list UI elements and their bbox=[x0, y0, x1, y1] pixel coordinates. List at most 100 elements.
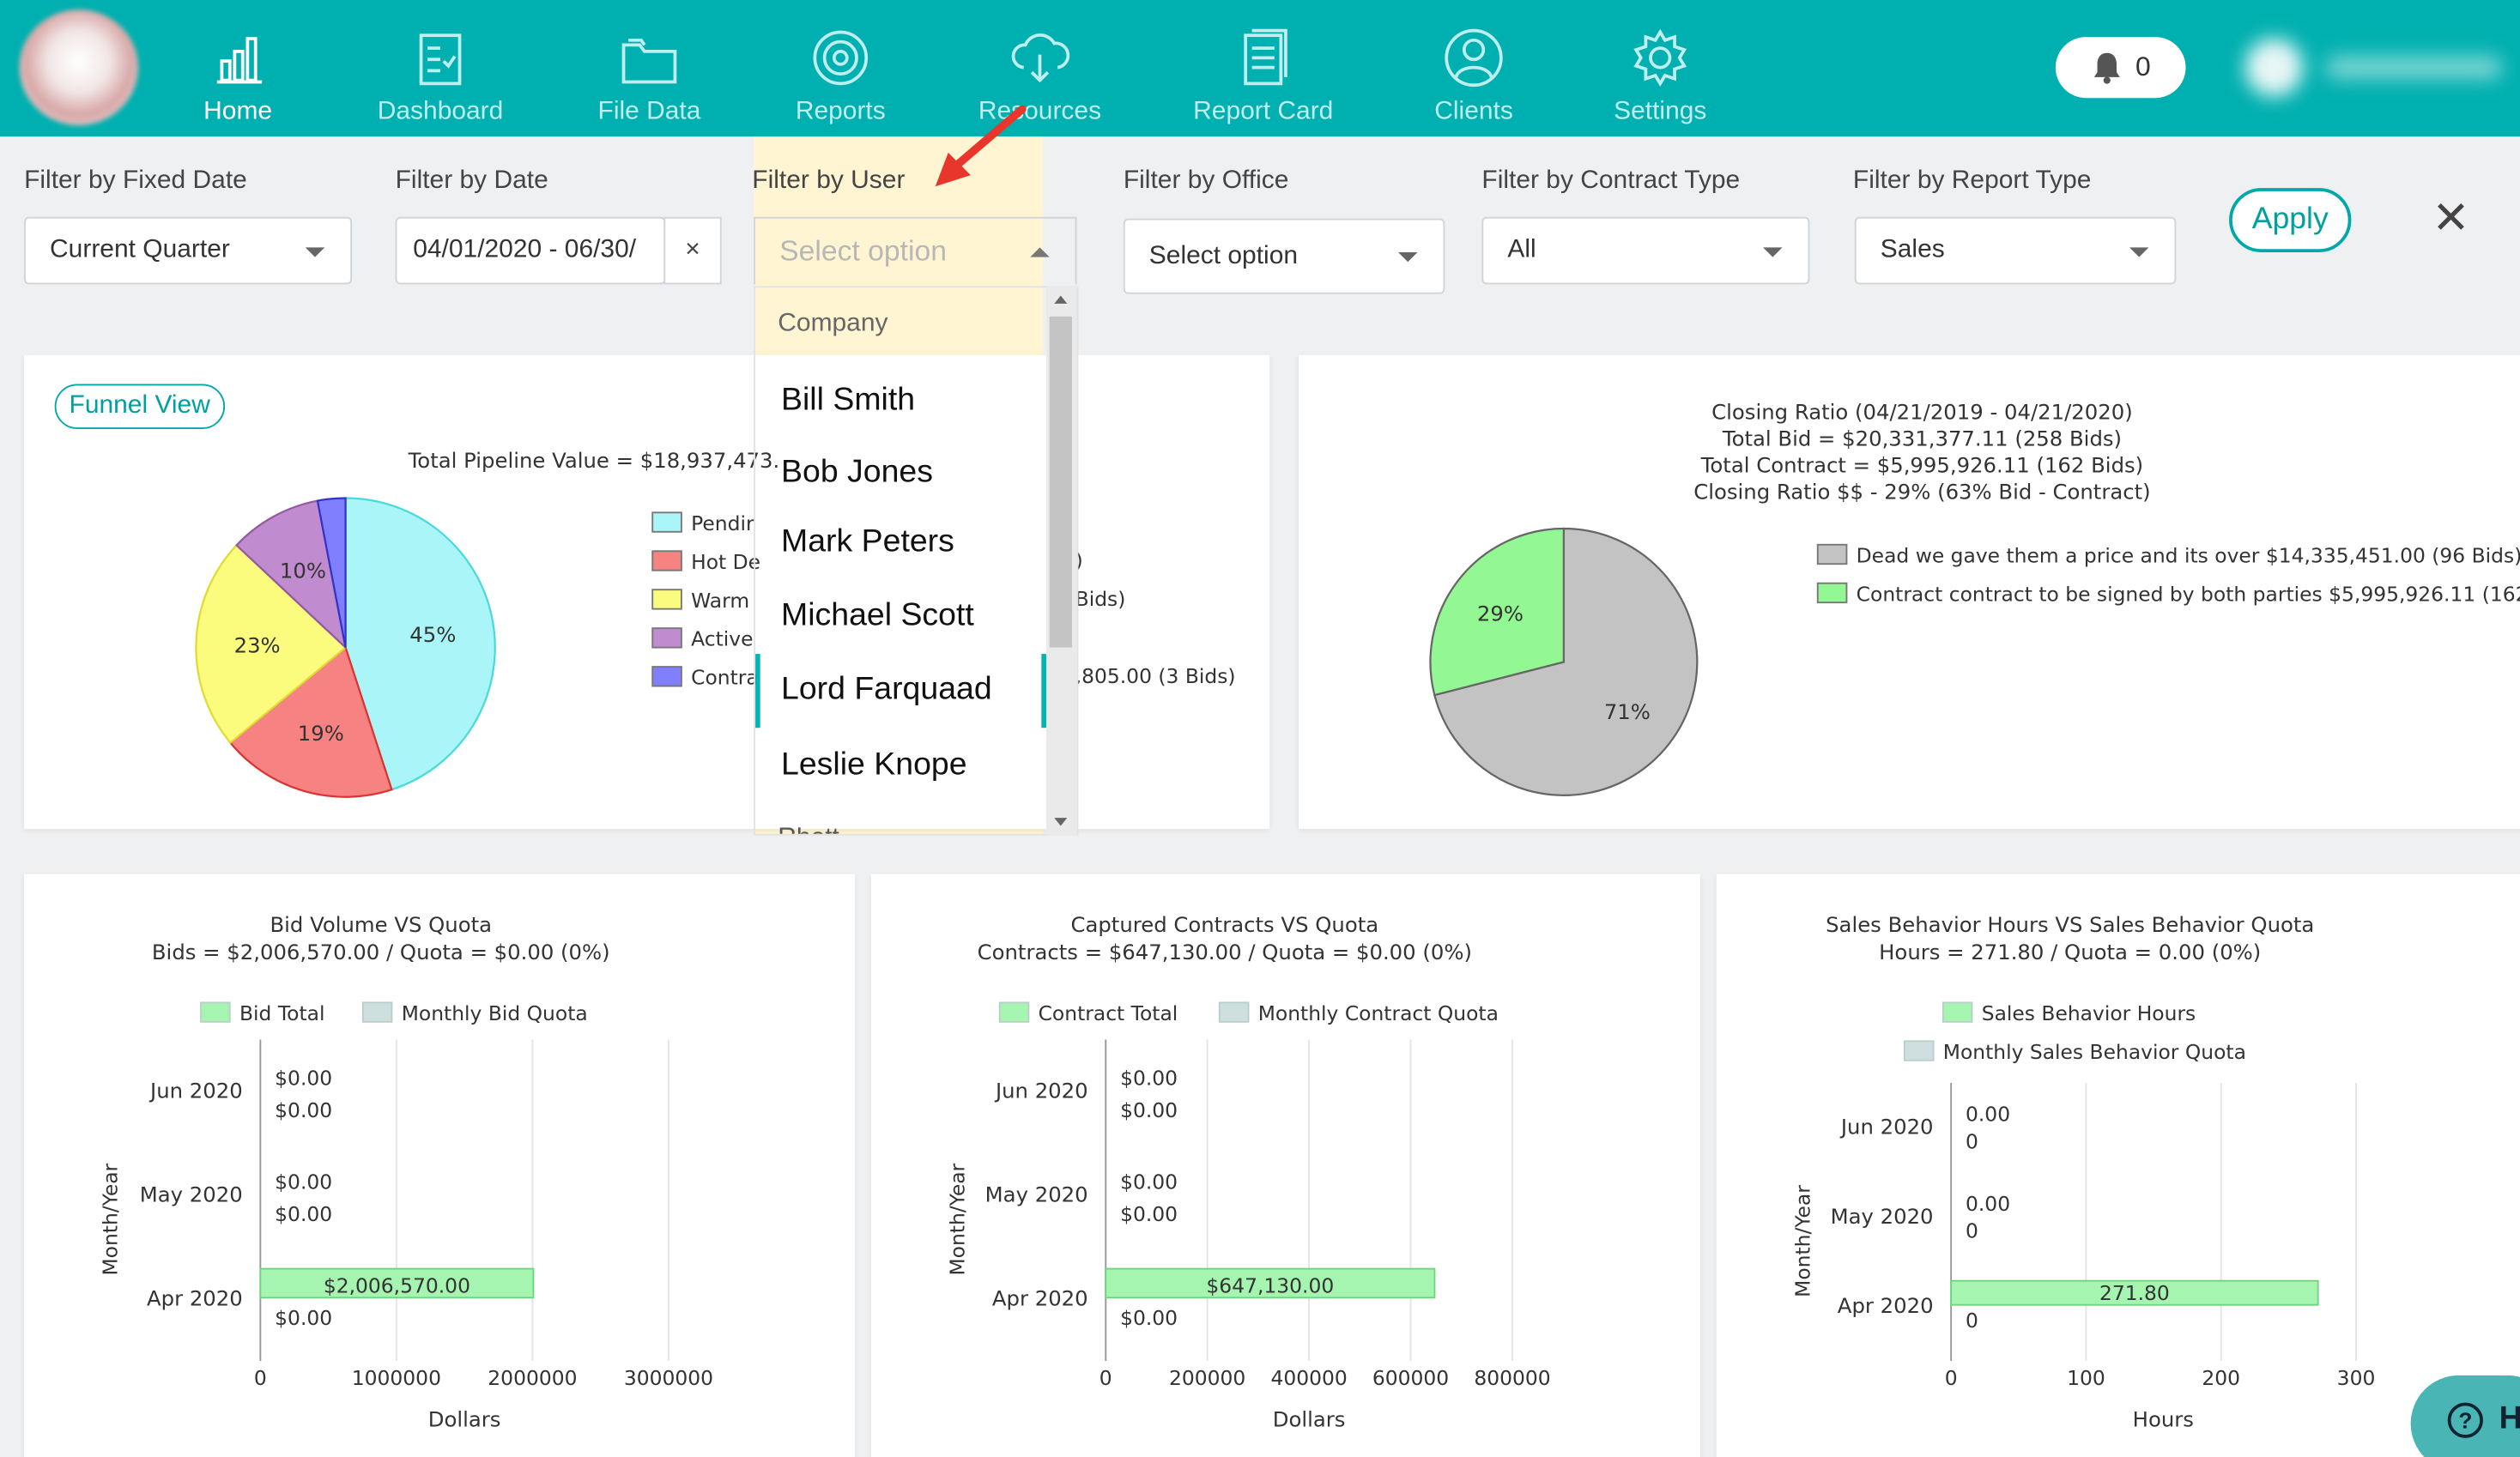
filter-user-select[interactable]: Select option bbox=[754, 216, 1077, 285]
nav-home[interactable]: Home bbox=[190, 0, 286, 136]
bar-value-label: 0 bbox=[1966, 1309, 1978, 1333]
y-category-label: Jun 2020 bbox=[148, 1079, 243, 1103]
x-tick-label: 600000 bbox=[1372, 1366, 1449, 1390]
legend-swatch bbox=[1218, 1001, 1250, 1023]
apply-button[interactable]: Apply bbox=[2229, 188, 2352, 252]
bar-value-label: $0.00 bbox=[1120, 1202, 1178, 1226]
legend-label: Sales Behavior Hours bbox=[1982, 1001, 2196, 1025]
closing-slice[interactable] bbox=[1429, 527, 1566, 697]
dropdown-option[interactable]: Bill Smith bbox=[781, 382, 916, 418]
x-tick-label: 0 bbox=[1099, 1366, 1112, 1390]
bar-chart-subtitle: Hours = 271.80 / Quota = 0.00 (0%) bbox=[1879, 940, 2261, 964]
nav-file-data[interactable]: File Data bbox=[595, 0, 704, 136]
closing-slice[interactable] bbox=[1433, 527, 1699, 796]
bar-chart-icon bbox=[216, 37, 263, 84]
scroll-down-arrow-icon[interactable] bbox=[1054, 818, 1068, 826]
nav-settings-label: Settings bbox=[1614, 98, 1707, 126]
dropdown-option[interactable]: Bob Jones bbox=[781, 454, 933, 491]
legend-swatch bbox=[1816, 582, 1848, 604]
nav-dashboard[interactable]: Dashboard bbox=[374, 0, 506, 136]
bar-value-label: $0.00 bbox=[275, 1098, 332, 1122]
filter-contract-type-select[interactable]: All bbox=[1481, 216, 1810, 285]
close-icon: × bbox=[685, 236, 700, 264]
dropdown-option[interactable]: Michael Scott bbox=[781, 597, 974, 633]
y-axis-title: Month/Year bbox=[1790, 1185, 1814, 1297]
closing-title-line: Closing Ratio (04/21/2019 - 04/21/2020) bbox=[1711, 400, 2133, 425]
bar-value-label: $0.00 bbox=[1120, 1306, 1178, 1330]
legend-label: Contract Total bbox=[1039, 1001, 1178, 1025]
funnel-slice[interactable] bbox=[195, 543, 348, 745]
funnel-slice[interactable] bbox=[344, 497, 496, 791]
scroll-up-arrow-icon[interactable] bbox=[1054, 295, 1068, 304]
dropdown-option-cutoff[interactable]: Rhett Jones bbox=[778, 827, 874, 833]
scrollbar-thumb[interactable] bbox=[1049, 316, 1072, 648]
closing-title-line: Closing Ratio $$ - 29% (63% Bid - Contra… bbox=[1693, 479, 2150, 504]
nav-report-card[interactable]: Report Card bbox=[1190, 0, 1336, 136]
filter-fixed-date-select[interactable]: Current Quarter bbox=[24, 216, 353, 285]
legend-label: Contra bbox=[691, 666, 759, 690]
dropdown-option[interactable]: Mark Peters bbox=[781, 523, 954, 559]
bar-value-label: $0.00 bbox=[1120, 1170, 1178, 1194]
legend-label: Bid Total bbox=[239, 1001, 324, 1025]
legend-swatch bbox=[1903, 1040, 1935, 1061]
nav-report-card-label: Report Card bbox=[1193, 98, 1334, 126]
legend-label: Pendir bbox=[691, 511, 754, 535]
bar-chart-title: Bid Volume VS Quota bbox=[270, 912, 492, 937]
legend-fragment: ) bbox=[1075, 548, 1083, 572]
funnel-pie-chart: Total Pipeline Value = $18,937,473. 45% 19… bbox=[195, 448, 1236, 798]
bar[interactable] bbox=[1105, 1267, 1436, 1299]
bar-chart-subtitle: Bids = $2,006,570.00 / Quota = $0.00 (0%… bbox=[152, 940, 610, 964]
legend-label: Monthly Bid Quota bbox=[402, 1001, 588, 1025]
x-tick-label: 0 bbox=[1945, 1366, 1958, 1390]
legend-fragment: ,805.00 (3 Bids) bbox=[1075, 664, 1236, 688]
nav-reports[interactable]: Reports bbox=[791, 0, 890, 136]
funnel-slice[interactable] bbox=[228, 645, 393, 798]
bar-chart-title: Sales Behavior Hours VS Sales Behavior Q… bbox=[1826, 912, 2314, 937]
top-nav: Home Dashboard File Data Reports Resourc… bbox=[0, 0, 2520, 137]
close-filters-button[interactable]: ✕ bbox=[2426, 190, 2475, 245]
filter-office-select[interactable]: Select option bbox=[1123, 218, 1445, 294]
bar[interactable] bbox=[259, 1267, 535, 1299]
funnel-slice-label: 19% bbox=[298, 721, 344, 746]
bar-chart-title: Captured Contracts VS Quota bbox=[1070, 912, 1378, 937]
bar-chart-subtitle: Contracts = $647,130.00 / Quota = $0.00 … bbox=[978, 940, 1472, 964]
chevron-down-icon bbox=[2129, 247, 2149, 257]
notification-count: 0 bbox=[2135, 51, 2151, 82]
filter-contract-type-label: Filter by Contract Type bbox=[1481, 166, 1741, 195]
notifications-button[interactable]: 0 bbox=[2055, 37, 2186, 99]
clipboard-check-icon bbox=[419, 33, 462, 86]
x-tick-label: 800000 bbox=[1474, 1366, 1550, 1390]
nav-clients[interactable]: Clients bbox=[1426, 0, 1522, 136]
dropdown-scrollbar[interactable] bbox=[1045, 286, 1077, 836]
bid-volume-bar-chart: Bid Volume VS Quota Bids = $2,006,570.00 … bbox=[99, 912, 713, 1432]
nav-resources[interactable]: Resources bbox=[977, 0, 1102, 136]
filter-fixed-date-value: Current Quarter bbox=[50, 236, 230, 264]
filter-date-input[interactable]: 04/01/2020 - 06/30/ bbox=[395, 216, 666, 285]
bar-value-label: 271.80 bbox=[2099, 1281, 2170, 1305]
dropdown-option[interactable]: Leslie Knope bbox=[781, 747, 967, 783]
bar[interactable] bbox=[1950, 1279, 2319, 1306]
y-category-label: Jun 2020 bbox=[994, 1079, 1088, 1103]
company-logo[interactable] bbox=[19, 9, 139, 126]
filter-report-type-select[interactable]: Sales bbox=[1854, 216, 2177, 285]
funnel-view-button[interactable]: Funnel View bbox=[54, 384, 225, 429]
funnel-slice[interactable] bbox=[235, 499, 348, 650]
dropdown-option-highlighted[interactable]: Lord Farquaad bbox=[781, 671, 992, 707]
funnel-slice[interactable] bbox=[316, 497, 347, 648]
clear-date-button[interactable]: × bbox=[663, 216, 722, 285]
filter-user-label: Filter by User bbox=[752, 166, 906, 195]
avatar bbox=[2244, 38, 2304, 97]
help-button[interactable]: ? H bbox=[2410, 1375, 2520, 1457]
x-tick-label: 300 bbox=[2337, 1366, 2376, 1390]
x-tick-label: 0 bbox=[254, 1366, 267, 1390]
user-menu[interactable] bbox=[2242, 29, 2515, 106]
legend-swatch bbox=[998, 1001, 1030, 1023]
filter-fixed-date-label: Filter by Fixed Date bbox=[24, 166, 247, 195]
dropdown-highlight bbox=[755, 654, 1046, 728]
bar-value-label: 0 bbox=[1966, 1219, 1978, 1243]
nav-settings[interactable]: Settings bbox=[1610, 0, 1710, 136]
red-arrow-annotation-icon bbox=[935, 105, 1027, 187]
user-circle-icon bbox=[1445, 28, 1503, 88]
chevron-down-icon bbox=[1398, 251, 1418, 263]
